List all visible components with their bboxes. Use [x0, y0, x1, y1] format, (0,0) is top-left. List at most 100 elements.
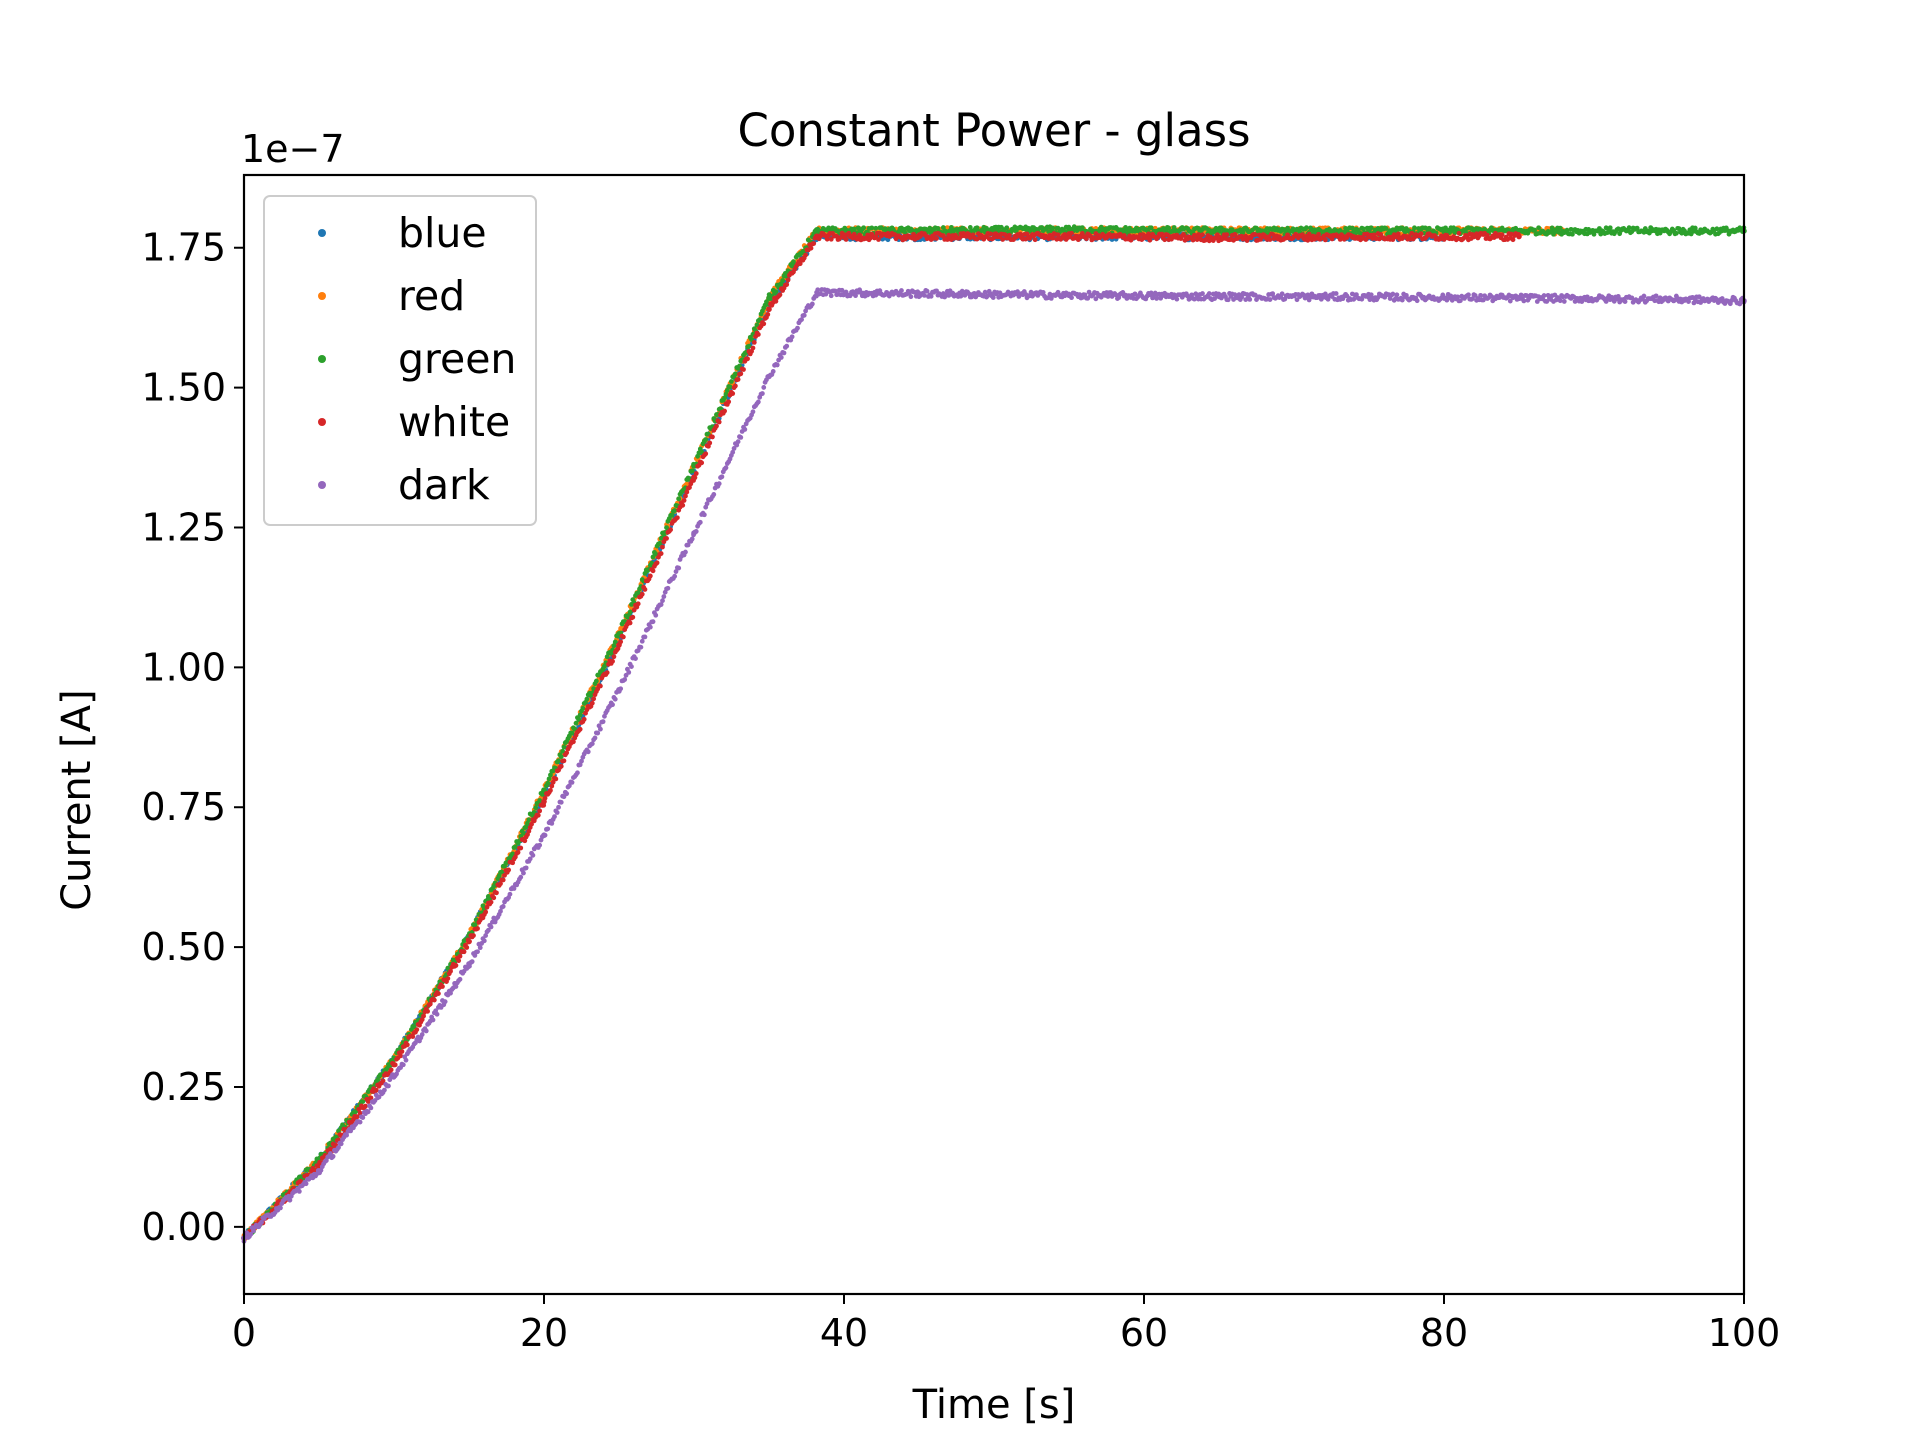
data-point: [815, 287, 821, 293]
data-point: [436, 991, 441, 996]
data-point: [1040, 290, 1046, 295]
data-point: [797, 261, 803, 267]
data-point: [1247, 296, 1253, 302]
data-point: [410, 1034, 416, 1039]
data-point: [481, 938, 487, 944]
data-point: [1414, 298, 1420, 304]
data-point: [777, 292, 783, 298]
data-point: [785, 277, 791, 283]
data-point: [924, 288, 930, 294]
data-point: [731, 446, 737, 451]
data-point: [521, 830, 526, 836]
data-point: [338, 1141, 344, 1147]
data-point: [1564, 227, 1570, 233]
data-point: [1065, 235, 1070, 241]
data-point: [1200, 232, 1205, 238]
data-point: [657, 540, 663, 546]
data-point: [244, 1230, 250, 1236]
data-point: [382, 1087, 387, 1093]
data-point: [711, 492, 717, 497]
data-point: [1084, 236, 1089, 242]
data-point: [604, 670, 610, 675]
data-point: [1252, 232, 1258, 237]
data-point: [1456, 230, 1462, 236]
data-point: [1329, 236, 1335, 242]
data-point: [1154, 296, 1159, 301]
data-point: [1267, 237, 1273, 242]
data-point: [1399, 297, 1405, 303]
data-point: [498, 881, 503, 887]
data-point: [569, 780, 575, 785]
data-point: [537, 842, 543, 848]
data-point: [1395, 231, 1401, 237]
data-point: [668, 527, 673, 533]
data-point: [733, 383, 738, 389]
data-point: [365, 1109, 371, 1115]
data-point: [618, 686, 624, 692]
data-point: [801, 312, 807, 318]
data-point: [483, 909, 489, 915]
data-point: [990, 235, 996, 241]
data-point: [635, 590, 641, 596]
data-point: [1206, 291, 1212, 296]
data-point: [612, 696, 618, 702]
data-point: [591, 696, 597, 702]
data-point: [404, 1042, 410, 1048]
data-point: [808, 245, 814, 251]
data-point: [738, 371, 744, 377]
data-point: [1426, 225, 1432, 231]
data-point: [1267, 297, 1273, 302]
data-point: [761, 321, 767, 327]
data-point: [766, 306, 772, 312]
data-point: [259, 1219, 264, 1225]
data-point: [1105, 294, 1111, 299]
data-point: [789, 334, 795, 340]
data-point: [714, 423, 719, 429]
data-point: [1200, 291, 1205, 296]
data-point: [604, 654, 610, 660]
data-point: [1532, 227, 1537, 233]
data-point: [464, 945, 470, 950]
series-dark: [241, 287, 1747, 1244]
data-point: [1232, 231, 1238, 237]
data-point: [549, 820, 555, 826]
data-point: [1541, 293, 1547, 298]
data-point: [392, 1062, 398, 1068]
data-point: [400, 1062, 406, 1068]
data-point: [680, 502, 686, 508]
data-point: [581, 716, 587, 722]
data-point: [676, 496, 682, 502]
data-point: [761, 385, 767, 390]
data-point: [722, 408, 727, 414]
data-point: [1521, 298, 1527, 304]
data-point: [414, 1027, 420, 1033]
data-point: [735, 439, 741, 445]
data-point: [684, 489, 690, 495]
data-point: [1351, 296, 1357, 302]
data-point: [774, 362, 780, 368]
data-point: [658, 551, 664, 556]
data-point: [533, 805, 538, 811]
data-point: [669, 512, 675, 518]
data-point: [485, 927, 491, 933]
data-point: [724, 388, 730, 393]
data-point: [843, 237, 849, 242]
data-point: [344, 1132, 349, 1138]
data-point: [654, 560, 660, 566]
data-point: [773, 289, 779, 295]
data-point: [580, 705, 586, 711]
data-point: [620, 634, 626, 640]
data-point: [1159, 231, 1165, 237]
data-point: [336, 1145, 341, 1150]
data-point: [1455, 294, 1461, 300]
data-point: [566, 783, 572, 789]
data-point: [500, 877, 506, 883]
data-point: [750, 345, 756, 351]
data-point: [510, 851, 516, 857]
data-point: [515, 849, 521, 855]
data-point: [770, 369, 776, 374]
data-point: [1561, 299, 1567, 304]
data-point: [595, 730, 601, 736]
data-point: [461, 949, 467, 955]
data-point: [869, 225, 875, 231]
